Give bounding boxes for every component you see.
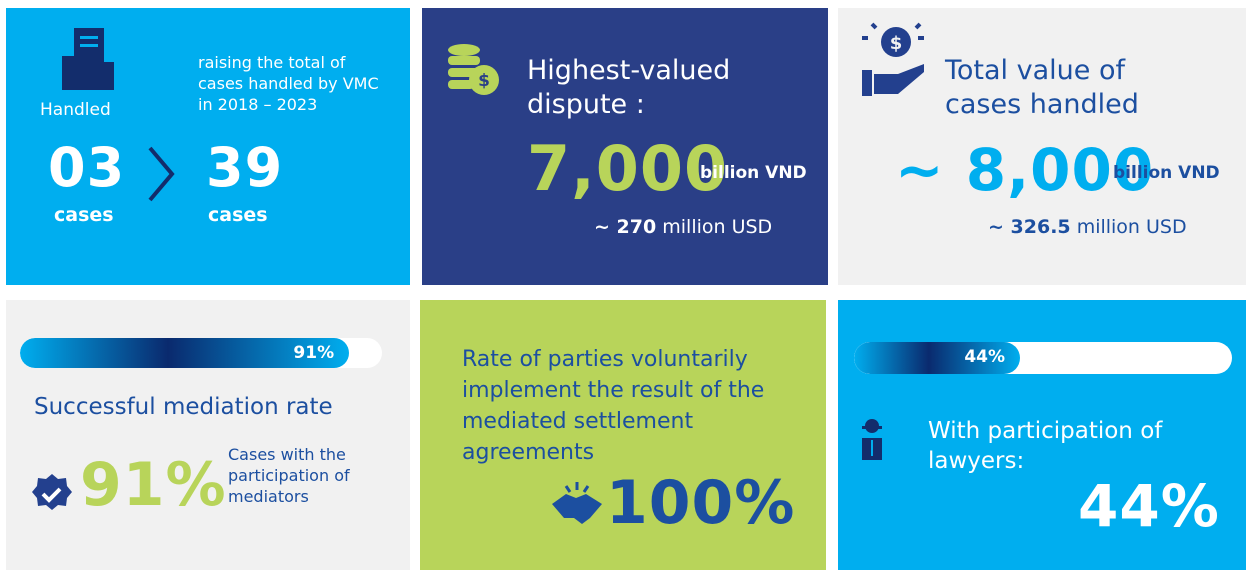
title: Highest-valued dispute :	[527, 55, 731, 120]
amount: ~ 8,000	[895, 136, 1155, 204]
money-hand-icon: $	[862, 22, 924, 96]
unit: million USD	[1076, 216, 1187, 238]
figure: 100%	[606, 468, 796, 538]
tile-rate: Rate of parties voluntarily implement th…	[420, 300, 826, 570]
chevron	[148, 146, 175, 202]
title: With participation of lawyers:	[928, 418, 1163, 474]
coins-icon: $	[448, 44, 499, 95]
note: raising the total of cases handled by VM…	[198, 53, 379, 114]
unit: cases	[54, 204, 114, 226]
label: Handled	[40, 100, 111, 120]
title: Total value of cases handled	[945, 55, 1139, 120]
unit: billion VND	[700, 163, 807, 183]
count: 39	[206, 136, 284, 199]
progress-track: 44%	[854, 342, 1232, 374]
progress-label: 91%	[293, 343, 335, 363]
figure: 91%	[80, 450, 227, 520]
unit: cases	[208, 204, 268, 226]
figure: 44%	[1078, 472, 1220, 540]
title: Successful mediation rate	[34, 394, 333, 420]
tile-mediation: 91% Successful mediation rate 91% Cases …	[6, 300, 410, 570]
amount: 7,000	[527, 132, 729, 205]
svg-text:$: $	[478, 71, 490, 91]
progress-fill	[854, 342, 1021, 374]
tile-highest: $ Highest-valued dispute : 7,000 billion…	[422, 8, 828, 285]
unit: billion VND	[1113, 163, 1220, 183]
tile-total: $ Total value of cases handled ~ 8,000 b…	[838, 8, 1246, 285]
progress-track: 91%	[20, 338, 382, 368]
handshake-icon	[552, 482, 602, 524]
unit: million USD	[662, 216, 773, 238]
badge-icon	[32, 474, 72, 510]
usd: ~ 270	[594, 216, 657, 238]
progress-label: 44%	[964, 347, 1006, 367]
tile-lawyers: 44% With participation of lawyers: 44%	[838, 300, 1246, 570]
note: Cases with the participation of mediator…	[228, 445, 350, 506]
svg-text:$: $	[890, 33, 903, 54]
progress-fill	[20, 338, 350, 368]
count: 03	[48, 136, 126, 199]
folder-icon	[62, 28, 114, 90]
lawyer-icon	[862, 419, 882, 460]
title: Rate of parties voluntarily implement th…	[462, 347, 765, 465]
tile-handled: Handled 03 cases raising the total of ca…	[6, 8, 410, 285]
usd: ~ 326.5	[988, 216, 1071, 238]
